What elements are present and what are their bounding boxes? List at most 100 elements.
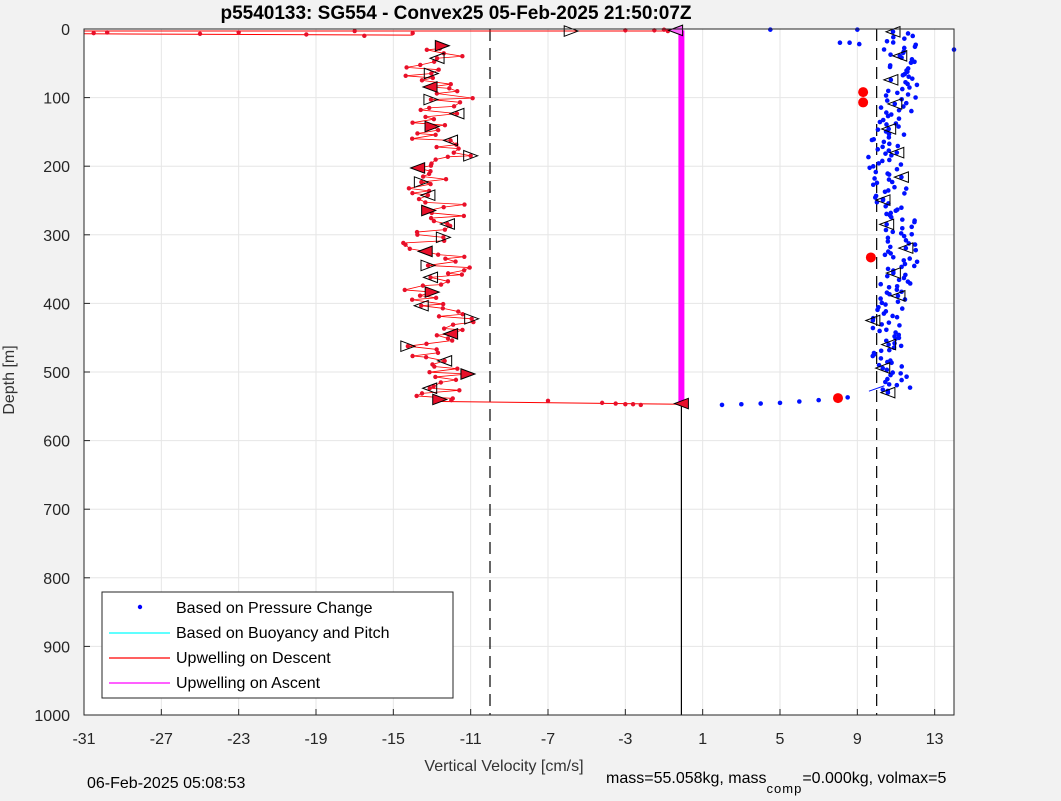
large-marker	[858, 87, 869, 98]
ascent-point	[898, 371, 903, 376]
ascent-point	[894, 382, 900, 388]
ascent-point	[886, 347, 892, 353]
ascent-triangle-marker	[882, 73, 899, 86]
ascent-point	[880, 365, 886, 371]
descent-triangle-marker	[416, 245, 433, 258]
descent-point	[423, 114, 428, 120]
descent-point	[436, 314, 442, 319]
ascent-point	[905, 31, 911, 36]
descent-point	[447, 86, 452, 91]
mass-text-2: =0.000kg, volmax=5	[802, 770, 947, 787]
ascent-point	[890, 254, 896, 260]
descent-point	[445, 271, 451, 276]
ascent-point	[856, 41, 862, 47]
ascent-point	[881, 47, 887, 52]
ascent-triangle-marker	[880, 338, 897, 351]
ascent-point	[900, 86, 905, 92]
ascent-point	[909, 108, 914, 114]
y-tick-label: 800	[43, 571, 70, 588]
ascent-point	[890, 313, 895, 319]
descent-triangle-marker	[434, 39, 451, 52]
reference-lines	[489, 29, 878, 715]
descent-point	[304, 32, 309, 37]
y-tick-label: 100	[43, 91, 70, 108]
ascent-point	[888, 372, 893, 378]
ascent-point	[882, 252, 888, 258]
ascent-point	[884, 110, 889, 115]
descent-point	[661, 27, 667, 32]
ascent-point	[901, 233, 907, 239]
ascent-point	[907, 85, 912, 90]
ascent-trace-line	[868, 385, 885, 392]
descent-point	[638, 402, 643, 408]
ascent-point	[873, 169, 879, 175]
ascent-point	[884, 273, 890, 279]
descent-point	[105, 30, 110, 35]
descent-point	[460, 312, 465, 317]
ascent-point	[888, 52, 893, 57]
legend-box	[101, 591, 454, 699]
ascent-point	[912, 44, 918, 50]
ascent-point	[912, 242, 918, 247]
ascent-triangle-marker	[874, 194, 891, 207]
ascent-point	[758, 401, 763, 406]
ascent-point	[885, 235, 891, 241]
ascent-point	[884, 222, 889, 227]
x-tick-label: -23	[227, 731, 250, 748]
descent-triangle-marker	[421, 80, 438, 93]
descent-point	[434, 91, 440, 96]
descent-point	[456, 146, 461, 151]
ascent-point	[875, 307, 880, 313]
descent-triangle-marker	[428, 52, 445, 65]
descent-point	[362, 33, 367, 39]
ascent-point	[883, 302, 888, 307]
descent-point	[433, 295, 439, 301]
footer-mass-info: mass=55.058kg, masscomp=0.000kg, volmax=…	[606, 770, 947, 796]
descent-triangle-marker	[463, 149, 480, 162]
descent-point	[406, 186, 412, 191]
ascent-point	[909, 231, 915, 237]
ascent-point	[902, 36, 907, 41]
descent-point	[91, 30, 96, 36]
descent-triangle-marker	[422, 271, 439, 284]
ascent-point	[907, 385, 913, 390]
data-marks	[83, 24, 957, 715]
descent-point	[441, 204, 446, 210]
ascent-point	[883, 151, 888, 156]
descent-point	[428, 163, 434, 168]
descent-point	[431, 116, 437, 122]
ascent-point	[845, 395, 850, 400]
ascent-point	[877, 328, 882, 334]
descent-point	[440, 301, 446, 307]
descent-point	[425, 263, 431, 268]
ascent-point	[872, 195, 878, 200]
ascent-point	[903, 238, 909, 243]
ascent-point	[908, 60, 914, 65]
ascent-point	[797, 399, 802, 404]
descent-point	[410, 190, 415, 196]
ascent-point	[882, 189, 888, 195]
ascent-point	[889, 360, 894, 366]
descent-triangle-marker	[435, 231, 452, 244]
descent-point	[445, 154, 451, 160]
descent-point	[419, 303, 424, 308]
ascent-point	[884, 367, 890, 373]
descent-point	[438, 282, 444, 287]
descent-triangle-marker	[442, 134, 459, 147]
ascent-point	[900, 217, 905, 222]
ascent-point	[905, 81, 910, 87]
x-tick-label: -31	[72, 731, 95, 748]
descent-triangle-marker	[436, 354, 453, 367]
ascent-point	[880, 197, 886, 203]
ascent-point	[816, 397, 821, 403]
descent-point	[425, 192, 431, 198]
y-tick-label: 200	[43, 159, 70, 176]
descent-point	[448, 138, 453, 143]
descent-point	[630, 402, 636, 407]
y-axis-label: Depth [m]	[1, 345, 18, 414]
descent-point	[441, 235, 446, 240]
descent-point	[438, 380, 444, 385]
descent-point	[430, 75, 436, 81]
ascent-point	[887, 157, 892, 163]
